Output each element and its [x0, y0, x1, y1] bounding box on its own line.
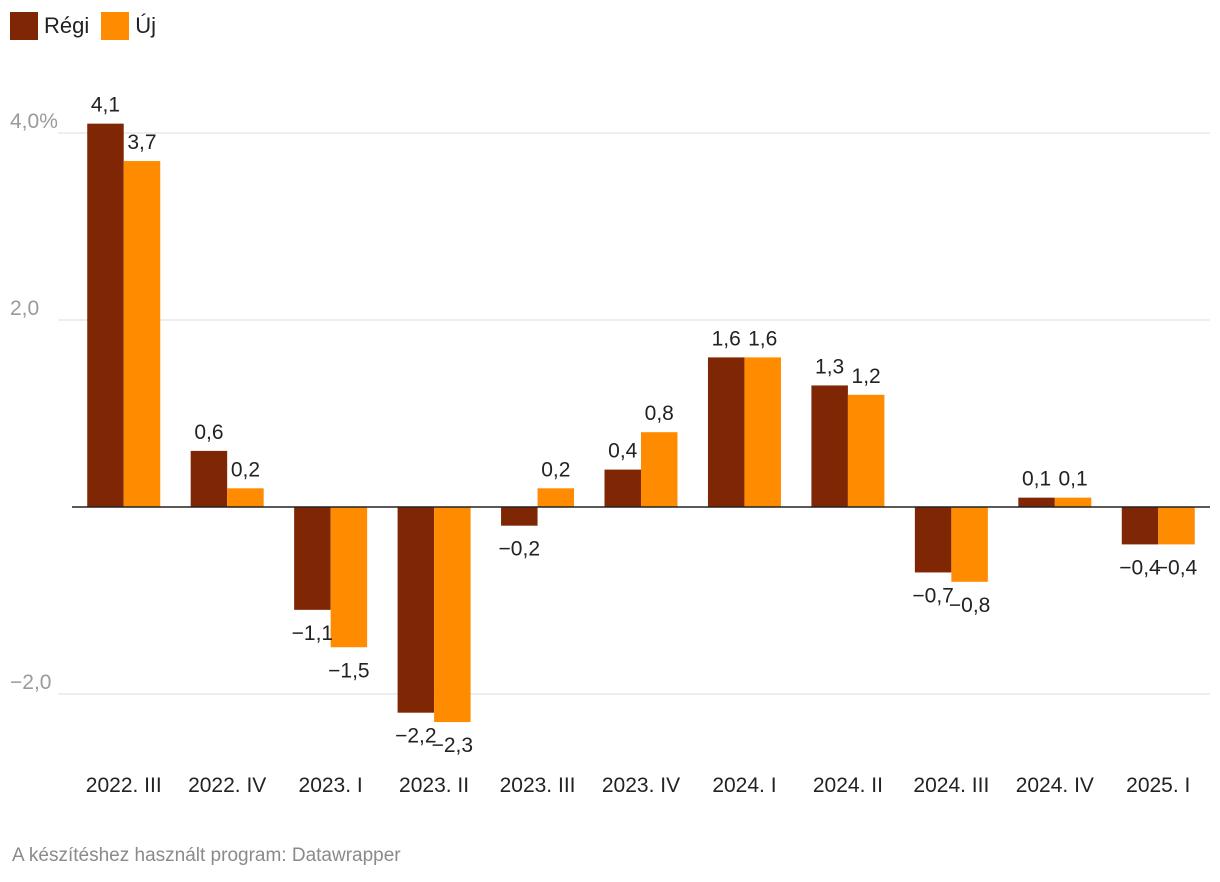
x-tick-label: 2022. III — [86, 774, 162, 797]
data-label-uj: 0,2 — [231, 458, 260, 481]
x-tick-label: 2023. IV — [602, 774, 680, 797]
data-label-regi: 1,3 — [815, 355, 844, 378]
x-tick-label: 2023. I — [299, 774, 363, 797]
bar-uj — [227, 488, 264, 507]
data-label-uj: −0,8 — [949, 594, 990, 617]
bar-regi — [707, 357, 745, 507]
bar-uj — [744, 357, 781, 507]
x-tick-label: 2023. III — [500, 774, 576, 797]
x-tick-label: 2022. IV — [188, 774, 266, 797]
x-tick-label: 2023. II — [399, 774, 469, 797]
data-label-uj: 1,2 — [852, 365, 881, 388]
data-label-regi: −0,2 — [499, 538, 540, 561]
y-tick-label: −2,0 — [10, 671, 51, 694]
bar-uj — [951, 507, 988, 582]
data-label-uj: 0,1 — [1058, 468, 1087, 491]
data-label-uj: 1,6 — [748, 327, 777, 350]
bar-regi — [87, 123, 124, 508]
chart-legend: Régi Új — [10, 12, 168, 40]
bar-regi — [604, 469, 641, 507]
x-tick-label: 2024. II — [813, 774, 883, 797]
data-label-regi: 4,1 — [91, 94, 120, 117]
y-tick-label: 4,0% — [10, 110, 58, 133]
data-label-regi: −0,4 — [1119, 556, 1161, 579]
bar-uj — [847, 394, 885, 507]
x-tick-label: 2024. III — [913, 774, 989, 797]
data-label-regi: −0,7 — [912, 584, 953, 607]
data-label-regi: −2,2 — [395, 725, 436, 748]
data-label-regi: 0,6 — [194, 421, 223, 444]
data-label-uj: 3,7 — [127, 131, 156, 154]
bar-uj — [641, 432, 678, 507]
data-label-uj: −0,4 — [1156, 556, 1198, 579]
data-label-regi: −1,1 — [292, 622, 333, 645]
legend-swatch-uj — [101, 12, 130, 40]
source-credit: A készítéshez használt program: Datawrap… — [12, 845, 401, 866]
legend-swatch-regi — [10, 12, 38, 40]
bar-regi — [397, 507, 435, 713]
data-label-regi: 0,1 — [1022, 468, 1051, 491]
data-label-uj: −1,5 — [328, 659, 369, 682]
legend-item-uj: Új — [101, 12, 156, 40]
data-label-uj: 0,2 — [541, 458, 570, 481]
bar-uj — [1158, 507, 1195, 545]
bar-uj — [537, 488, 575, 507]
data-label-uj: −2,3 — [432, 734, 473, 757]
data-label-regi: 0,4 — [608, 440, 638, 463]
legend-item-regi: Régi — [10, 12, 89, 40]
legend-label-regi: Régi — [44, 13, 90, 38]
legend-label-uj: Új — [135, 13, 157, 38]
data-label-uj: 0,8 — [645, 402, 674, 425]
bar-uj — [123, 161, 161, 508]
bar-uj — [330, 507, 368, 648]
x-tick-label: 2024. IV — [1016, 774, 1094, 797]
bar-regi — [914, 507, 952, 573]
bar-regi — [811, 385, 848, 507]
data-label-regi: 1,6 — [712, 327, 741, 350]
bar-regi — [294, 507, 331, 610]
bar-regi — [1018, 497, 1055, 507]
bar-regi — [1121, 507, 1159, 545]
bar-regi — [501, 507, 538, 526]
bar-regi — [190, 450, 228, 507]
x-tick-label: 2025. I — [1126, 774, 1190, 797]
x-tick-label: 2024. I — [712, 774, 776, 797]
y-tick-label: 2,0 — [10, 297, 39, 320]
bar-uj — [434, 507, 471, 723]
bar-uj — [1054, 497, 1092, 507]
